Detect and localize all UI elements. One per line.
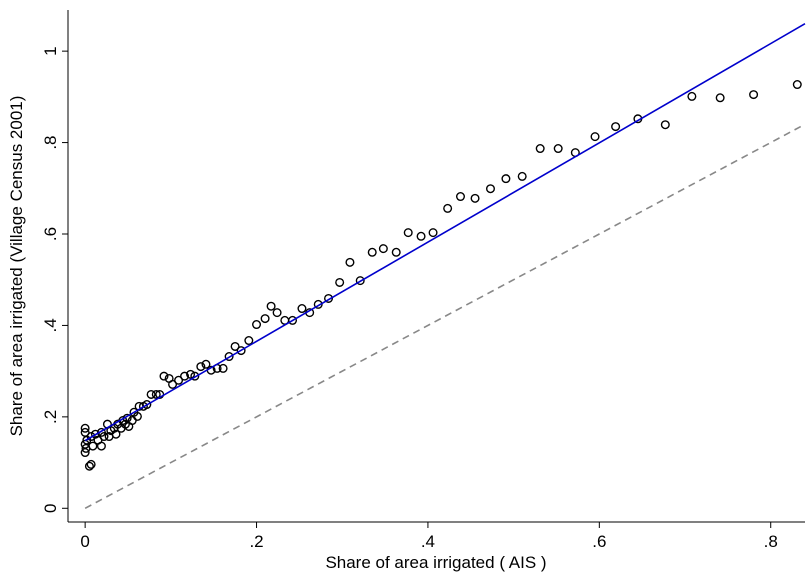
data-point	[553, 144, 563, 154]
data-point	[180, 371, 190, 381]
data-point	[324, 293, 334, 303]
data-point	[88, 441, 98, 451]
data-point	[590, 132, 600, 142]
data-point	[501, 174, 511, 184]
data-point	[272, 308, 282, 318]
data-point	[297, 304, 307, 314]
x-axis-label: Share of area irrigated ( AIS )	[325, 553, 546, 572]
data-point	[428, 228, 438, 238]
data-point	[455, 192, 465, 202]
data-point	[99, 432, 109, 442]
x-tick-label: .2	[249, 532, 263, 551]
data-point	[517, 171, 527, 181]
data-point	[792, 80, 802, 90]
x-tick-label: .8	[764, 532, 778, 551]
x-tick-label: .4	[421, 532, 435, 551]
x-tick-label: 0	[80, 532, 89, 551]
data-point	[266, 301, 276, 311]
data-point	[230, 341, 240, 351]
y-tick-label: .6	[41, 227, 60, 241]
data-point	[443, 203, 453, 213]
data-point	[142, 400, 152, 410]
data-point	[687, 91, 697, 101]
data-point	[80, 423, 90, 433]
data-point	[168, 379, 178, 389]
x-tick-label: .6	[592, 532, 606, 551]
data-point	[111, 429, 121, 439]
data-point	[196, 362, 206, 372]
data-point	[224, 352, 234, 362]
data-point	[367, 247, 377, 257]
data-point	[159, 371, 169, 381]
y-tick-label: 1	[41, 46, 60, 55]
data-point	[186, 369, 196, 379]
data-point	[86, 432, 96, 442]
data-point	[391, 247, 401, 257]
data-point	[146, 389, 156, 399]
data-point	[151, 389, 161, 399]
data-point	[470, 193, 480, 203]
data-point	[236, 346, 246, 356]
data-point	[201, 359, 211, 369]
data-point	[345, 257, 355, 267]
data-point	[244, 336, 254, 346]
data-point	[218, 363, 228, 373]
data-point	[535, 144, 545, 154]
y-axis-label: Share of area irrigated (Village Census …	[7, 96, 26, 437]
line	[84, 23, 806, 442]
data-point	[335, 277, 345, 287]
data-point	[749, 90, 759, 100]
data-point	[611, 122, 621, 132]
y-tick-label: .8	[41, 135, 60, 149]
data-point	[355, 276, 365, 286]
data-point	[378, 244, 388, 254]
data-point	[132, 411, 142, 421]
y-tick-label: 0	[41, 504, 60, 513]
data-point	[715, 93, 725, 103]
data-point	[190, 371, 200, 381]
data-point	[80, 448, 90, 458]
y-tick-label: .2	[41, 410, 60, 424]
data-point	[403, 228, 413, 238]
data-point	[252, 320, 262, 330]
y-tick-label: .4	[41, 318, 60, 332]
data-point	[313, 299, 323, 309]
data-point	[485, 184, 495, 194]
data-point	[84, 461, 94, 471]
data-point	[260, 314, 270, 324]
line	[84, 123, 806, 509]
data-point	[174, 375, 184, 385]
data-point	[660, 120, 670, 130]
data-point	[416, 231, 426, 241]
data-point	[86, 459, 96, 469]
data-point	[288, 315, 298, 325]
data-point	[96, 441, 106, 451]
